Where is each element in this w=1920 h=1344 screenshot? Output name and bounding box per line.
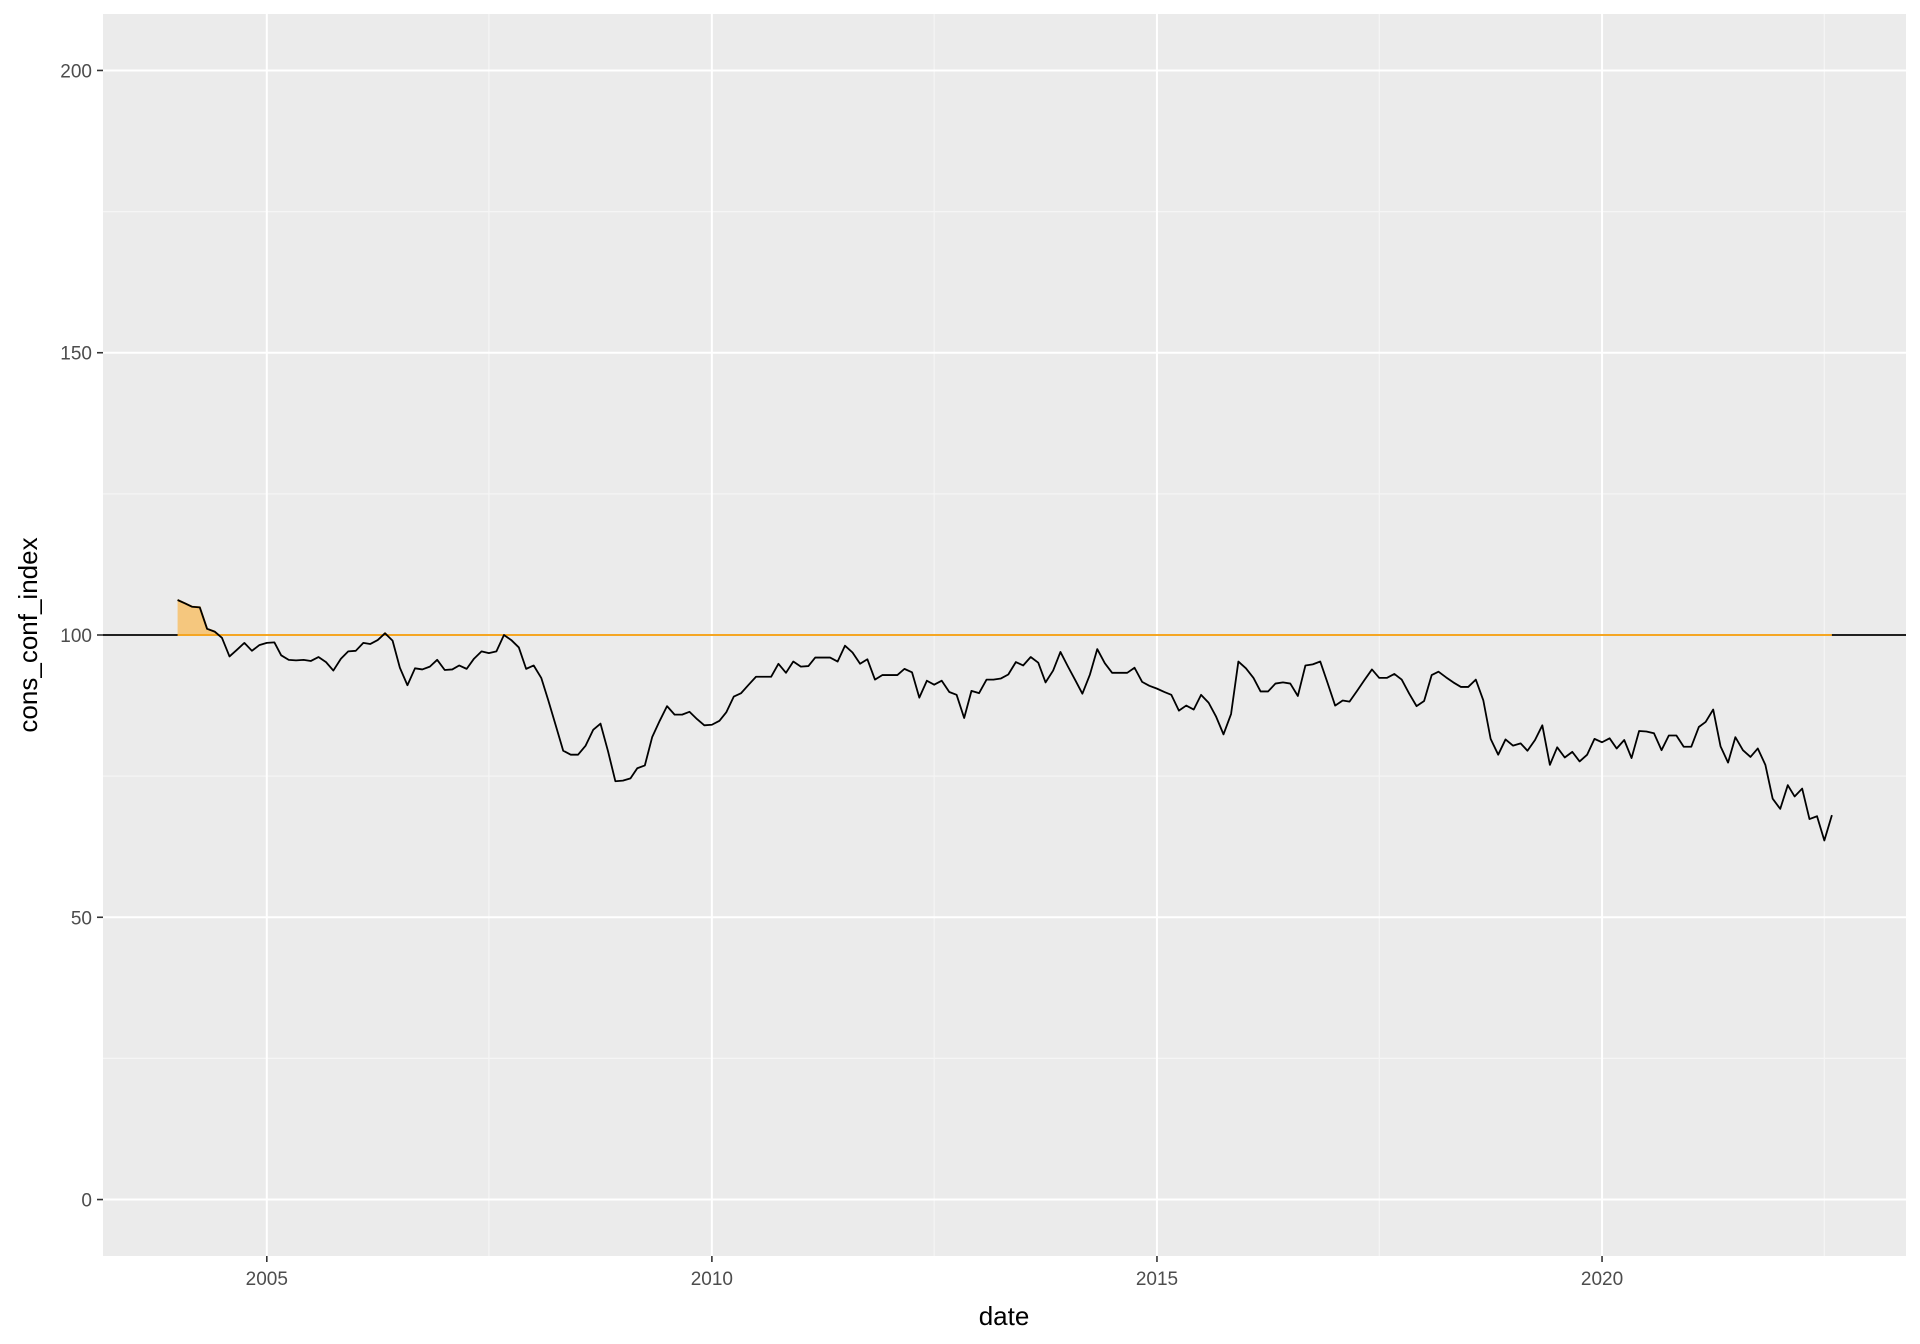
series-line xyxy=(177,599,1833,842)
y-axis-ticks: 0 50 100 150 200 xyxy=(60,61,103,1212)
series-lines xyxy=(177,599,1833,842)
y-tick-label: 50 xyxy=(71,908,92,929)
x-tick-label: 2005 xyxy=(246,1269,288,1290)
y-tick-label: 0 xyxy=(81,1191,92,1212)
x-axis-ticks: 2005 2010 2015 2020 xyxy=(246,1256,1623,1290)
y-tick-label: 200 xyxy=(60,61,92,82)
x-tick-label: 2010 xyxy=(691,1269,733,1290)
y-axis-title: cons_conf_index xyxy=(13,537,43,732)
x-axis-title: date xyxy=(979,1301,1030,1331)
y-tick-label: 150 xyxy=(60,344,92,365)
y-tick-label: 100 xyxy=(60,626,92,647)
x-tick-label: 2015 xyxy=(1136,1269,1178,1290)
x-tick-label: 2020 xyxy=(1581,1269,1623,1290)
